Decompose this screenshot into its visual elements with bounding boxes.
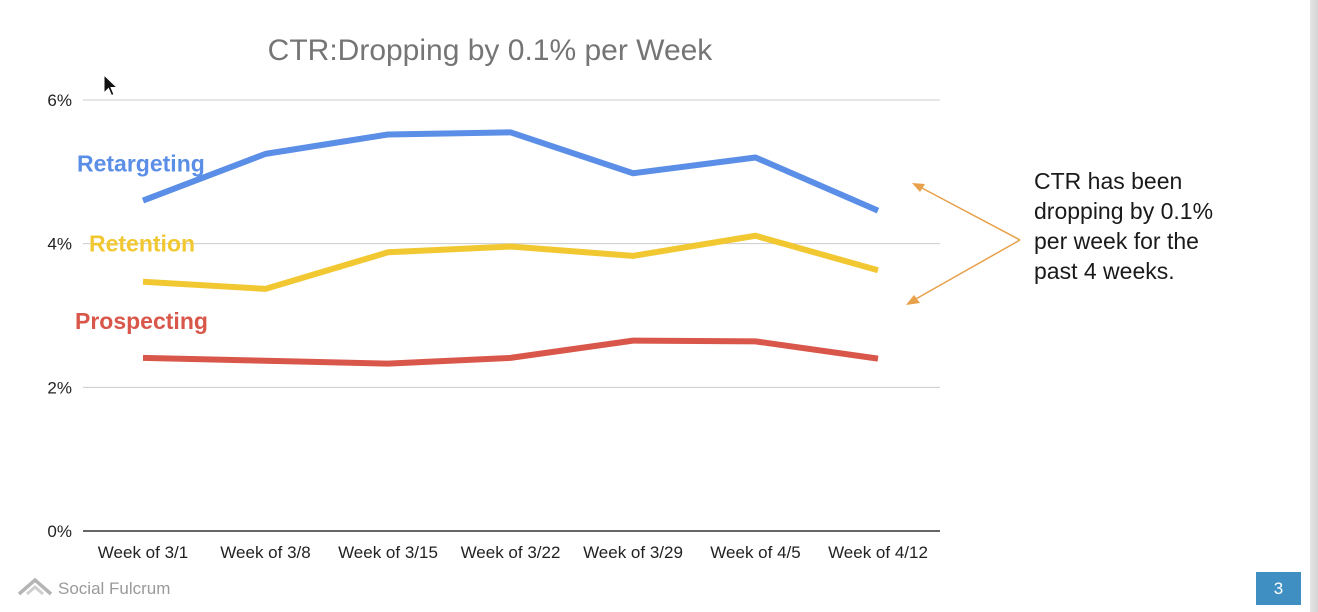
brand-name: Social Fulcrum (58, 579, 171, 598)
annotation-line: per week for the (1034, 228, 1199, 254)
annotation-arrow-lower (913, 239, 1021, 301)
series-label-prospecting: Prospecting (75, 308, 208, 334)
x-axis-ticks: Week of 3/1 Week of 3/8 Week of 3/15 Week o… (98, 543, 928, 562)
y-tick-label: 4% (47, 235, 72, 254)
series-label-retention: Retention (89, 231, 195, 257)
y-tick-label: 0% (47, 522, 72, 541)
annotation-arrows (906, 183, 1021, 305)
x-tick-label: Week of 3/15 (338, 543, 438, 562)
arrowhead-lower-icon (906, 295, 920, 305)
annotation-line: past 4 weeks. (1034, 258, 1175, 284)
gridlines (83, 99, 940, 532)
footer-brand: Social Fulcrum (17, 576, 171, 602)
series-line-prospecting (142, 337, 879, 367)
x-tick-label: Week of 3/1 (98, 543, 188, 562)
x-tick-label: Week of 4/12 (828, 543, 928, 562)
annotation-line: CTR has been (1034, 168, 1183, 194)
chart-title: CTR:Dropping by 0.1% per Week (268, 34, 714, 67)
page-number-badge: 3 (1256, 572, 1301, 605)
y-tick-label: 2% (47, 378, 72, 397)
x-tick-label: Week of 3/29 (583, 543, 683, 562)
series-line-retargeting (141, 129, 880, 214)
series-label-retargeting: Retargeting (77, 151, 205, 177)
annotation-arrow-upper (919, 186, 1021, 241)
x-tick-label: Week of 3/22 (461, 543, 561, 562)
annotation-line: dropping by 0.1% (1034, 198, 1214, 224)
y-axis-ticks: 0% 2% 4% 6% (47, 91, 72, 541)
slide-edge (1310, 0, 1318, 612)
arrowhead-upper-icon (912, 183, 925, 192)
y-tick-label: 6% (47, 91, 72, 110)
mouse-pointer-icon (103, 73, 119, 103)
x-tick-label: Week of 4/5 (710, 543, 800, 562)
series-lines (141, 129, 880, 367)
series-labels: Retargeting Retention Prospecting (75, 151, 208, 334)
x-tick-label: Week of 3/8 (220, 543, 310, 562)
annotation-text: CTR has been dropping by 0.1% per week f… (1034, 166, 1274, 286)
social-fulcrum-logo-icon (17, 577, 53, 601)
